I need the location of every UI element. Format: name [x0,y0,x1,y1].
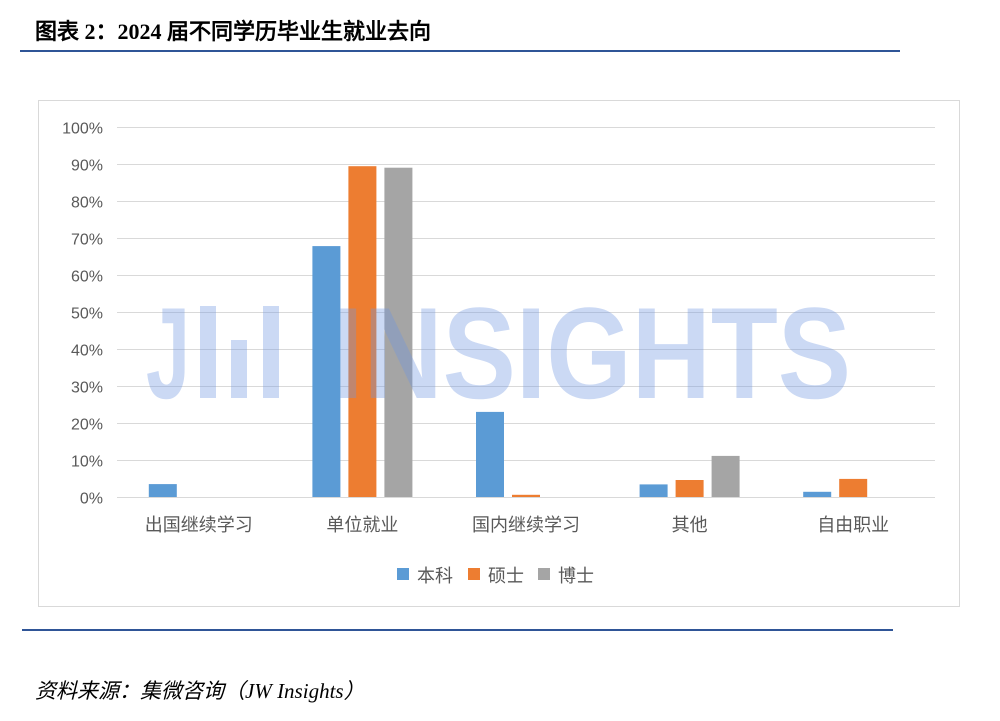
x-tick-label: 出国继续学习 [145,515,253,535]
chart-bar-1-2 [512,494,540,497]
grid-lines [117,127,935,498]
y-tick-label: 70% [71,232,103,249]
figure-title: 图表 2：2024 届不同学历毕业生就业去向 [35,19,432,44]
y-tick-label: 80% [71,195,103,212]
y-tick-label: 40% [71,343,103,360]
y-tick-label: 50% [71,306,103,323]
legend-label: 本科 [417,566,453,586]
y-tick-label: 20% [71,417,103,434]
watermark-logo-bar [231,340,247,398]
chart-bar-0-2 [476,411,504,497]
watermark: J INSIGHTS [146,280,851,426]
y-axis-labels: 0% 10% 20% 30% 40% 50% 60% 70% 80% 90% 100% [62,121,103,508]
chart-frame [38,100,960,607]
chart-bar-1-1 [348,166,377,497]
legend-label: 硕士 [488,566,524,586]
chart-bar-2-1 [384,167,413,497]
chart-bar-0-0 [148,484,177,497]
y-tick-label: 90% [71,158,103,175]
x-axis-labels: 出国继续学习 单位就业 国内继续学习 其他 自由职业 [145,515,889,535]
x-tick-label: 国内继续学习 [472,515,580,535]
chart-bar-0-4 [803,491,832,497]
legend-swatch [468,568,480,580]
legend: 本科 硕士 博士 [397,566,594,586]
title-underline [20,50,900,52]
source-note: 资料来源：集微咨询（JW Insights） [35,679,365,703]
watermark-text: INSIGHTS [333,280,851,426]
chart-bar-1-3 [675,480,704,497]
footer-rule [22,629,893,631]
y-tick-label: 60% [71,269,103,286]
legend-label: 博士 [558,566,594,586]
y-tick-label: 10% [71,454,103,471]
x-tick-label: 自由职业 [817,515,889,535]
legend-swatch [538,568,550,580]
chart-bar-1-4 [839,478,868,497]
x-tick-label: 单位就业 [326,515,398,535]
chart-bar-0-3 [639,484,668,497]
watermark-logo-bar [200,306,216,398]
chart-bar-2-3 [711,455,740,497]
watermark-letter: J [146,280,190,426]
watermark-logo-bar [263,306,279,398]
y-tick-label: 0% [80,491,103,508]
y-tick-label: 30% [71,380,103,397]
x-tick-label: 其他 [672,515,708,535]
bars [148,166,868,497]
y-tick-label: 100% [62,121,103,138]
chart-bar-0-1 [312,246,341,497]
chart: 0% 10% 20% 30% 40% 50% 60% 70% 80% 90% 100% 出国继续学习… [62,121,935,586]
legend-swatch [397,568,409,580]
